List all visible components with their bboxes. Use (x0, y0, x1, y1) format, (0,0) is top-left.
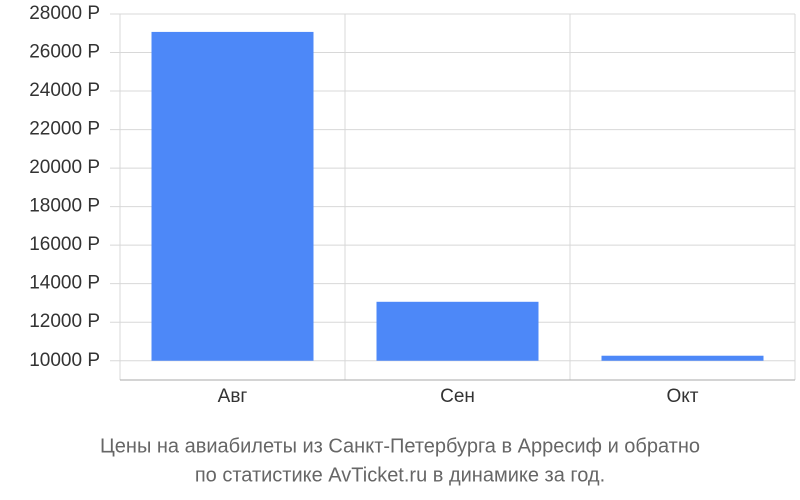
y-tick-label: 16000 Р (29, 234, 100, 255)
y-tick-label: 18000 Р (29, 196, 100, 217)
y-tick-label: 12000 Р (29, 311, 100, 332)
caption-line: по статистике AvTicket.ru в динамике за … (195, 464, 605, 486)
bar (151, 31, 314, 361)
y-tick-label: 24000 Р (29, 80, 100, 101)
x-tick-label: Сен (440, 386, 475, 407)
bar (376, 301, 539, 361)
y-tick-label: 20000 Р (29, 157, 100, 178)
x-tick-label: Авг (218, 386, 248, 407)
bar (601, 355, 764, 361)
x-tick-label: Окт (666, 386, 698, 407)
y-tick-label: 10000 Р (29, 350, 100, 371)
caption-line: Цены на авиабилеты из Санкт-Петербурга в… (100, 435, 700, 457)
y-tick-label: 22000 Р (29, 119, 100, 140)
y-tick-label: 28000 Р (29, 3, 100, 24)
y-tick-label: 26000 Р (29, 42, 100, 63)
y-tick-label: 14000 Р (29, 273, 100, 294)
